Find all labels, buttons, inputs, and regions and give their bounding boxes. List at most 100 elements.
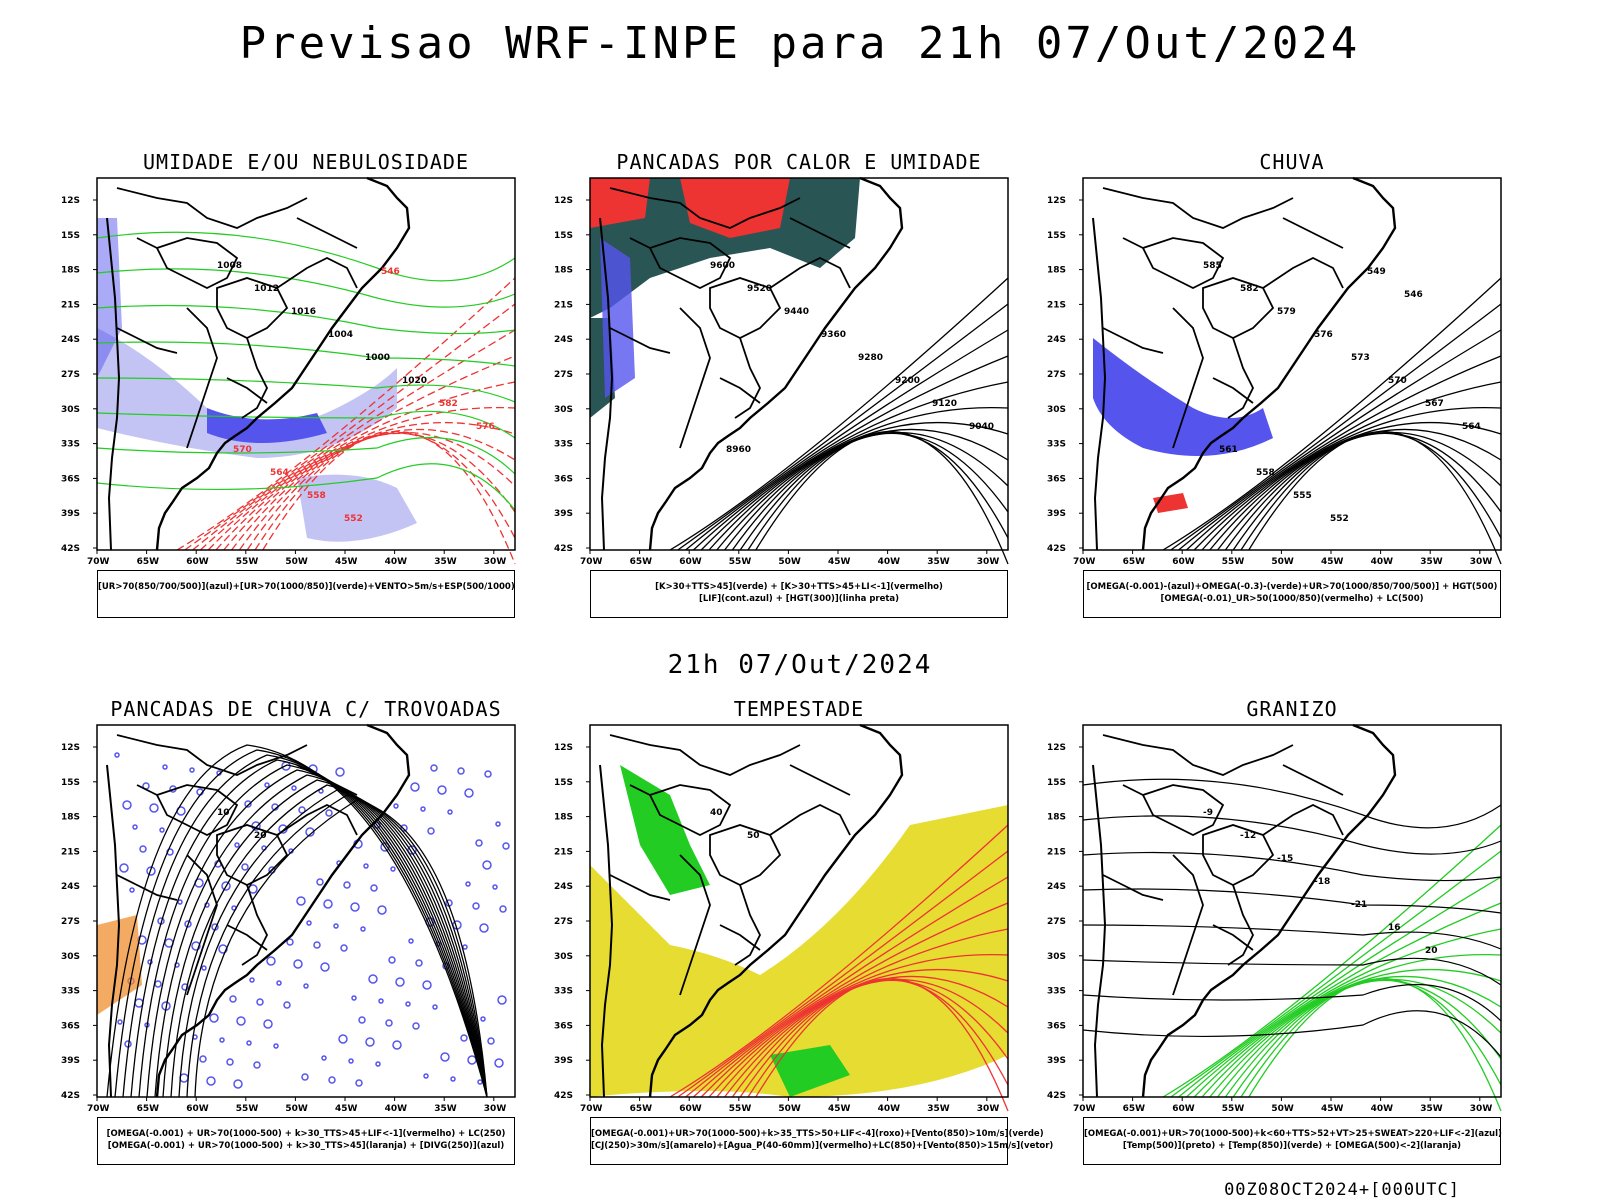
- legend-granizo: [OMEGA(-0.001)+UR>70(1000-500)+k<60+TTS>…: [1083, 1117, 1502, 1165]
- contour-label: 1008: [217, 261, 242, 271]
- contour-label: 567: [1425, 399, 1444, 409]
- contour-label: 9600: [710, 261, 735, 271]
- lat-tick-label: 12S: [61, 743, 80, 753]
- lon-tick-label: 70W: [580, 1104, 603, 1114]
- contour-label: 570: [233, 445, 252, 455]
- lat-tick-label: 21S: [61, 847, 80, 857]
- lat-tick-label: 27S: [61, 917, 80, 927]
- lat-tick-label: 12S: [61, 196, 80, 206]
- lat-tick-label: 21S: [554, 300, 573, 310]
- lat-tick-label: 27S: [61, 370, 80, 380]
- contour-label: 1012: [254, 284, 279, 294]
- legend-line: [CJ(250)>30m/s](amarelo)+[Agua_P(40-60mm…: [591, 1141, 1054, 1151]
- contours: [669, 277, 1009, 565]
- lat-tick-label: 27S: [554, 917, 573, 927]
- run-time-footer: 00Z08OCT2024+[000UTC]: [1224, 1180, 1460, 1200]
- lat-tick-label: 12S: [554, 196, 573, 206]
- map-frame: [96, 724, 516, 1098]
- lon-tick-label: 50W: [1271, 557, 1294, 567]
- main-title: Previsao WRF-INPE para 21h 07/Out/2024: [239, 18, 1361, 69]
- lon-tick-label: 65W: [630, 557, 653, 567]
- lat-tick-label: 30S: [1047, 952, 1066, 962]
- contour-label: 561: [1219, 445, 1238, 455]
- legend-line: [OMEGA(-0.01)_UR>50(1000/850)(vermelho) …: [1160, 594, 1424, 604]
- map-chuva: 585 582 579 576 573 570 567 564 561 558 555 552 549 5…: [1047, 176, 1502, 567]
- lat-tick-label: 27S: [1047, 917, 1066, 927]
- contour-label: 1020: [402, 376, 427, 386]
- contour-label: 564: [270, 468, 289, 478]
- contour-label: 16: [1388, 923, 1401, 933]
- lat-tick-label: 33S: [61, 440, 80, 450]
- lat-tick-label: 18S: [61, 813, 80, 823]
- panel-title-calor: PANCADAS POR CALOR E UMIDADE: [616, 150, 982, 174]
- lon-tick-label: 55W: [236, 557, 259, 567]
- lat-tick-label: 30S: [61, 952, 80, 962]
- lon-tick-label: 40W: [1371, 1104, 1394, 1114]
- contour-labels: 40 50: [710, 808, 760, 841]
- lat-tick-label: 15S: [61, 778, 80, 788]
- lon-tick-label: 60W: [679, 557, 702, 567]
- lon-tick-label: 65W: [137, 557, 160, 567]
- lon-tick-label: 45W: [1321, 557, 1344, 567]
- contour-label: 546: [381, 267, 400, 277]
- map-granizo: -9 -12 -15 -18 -21 16 20 12S 15S 18S 21S 24S 27S 30S 3…: [1047, 723, 1502, 1114]
- contour-label: 9280: [858, 353, 883, 363]
- map-umidade: 1008 1012 1016 1004 1000 1020 582 576 570 564 558 5…: [61, 176, 516, 567]
- lon-tick-label: 30W: [484, 1104, 507, 1114]
- lon-tick-label: 45W: [335, 1104, 358, 1114]
- lon-tick-label: 55W: [1222, 557, 1245, 567]
- contour-label: 50: [747, 831, 760, 841]
- map-frame: [96, 177, 516, 551]
- contour-label: 549: [1367, 267, 1386, 277]
- lon-tick-label: 65W: [630, 1104, 653, 1114]
- panel-title-trovoadas: PANCADAS DE CHUVA C/ TROVOADAS: [110, 697, 502, 721]
- lat-tick-label: 42S: [61, 544, 80, 554]
- lat-tick-label: 39S: [61, 509, 80, 519]
- lat-tick-label: 39S: [1047, 509, 1066, 519]
- contour-label: 576: [476, 422, 495, 432]
- lat-tick-label: 39S: [554, 1056, 573, 1066]
- coastline-borders: [1092, 723, 1397, 1098]
- field-shading: [97, 218, 417, 542]
- lon-tick-label: 60W: [186, 1104, 209, 1114]
- lat-tick-label: 24S: [554, 882, 573, 892]
- lon-tick-label: 65W: [1123, 557, 1146, 567]
- coastline-borders: [599, 723, 904, 1098]
- contour-label: 576: [1314, 330, 1333, 340]
- lon-tick-label: 45W: [335, 557, 358, 567]
- lat-tick-label: 21S: [1047, 300, 1066, 310]
- lat-tick-label: 36S: [61, 474, 80, 484]
- lon-tick-label: 60W: [679, 1104, 702, 1114]
- contour-label: 546: [1404, 290, 1423, 300]
- lat-tick-label: 24S: [1047, 335, 1066, 345]
- contour-label: 558: [307, 491, 326, 501]
- lat-tick-label: 27S: [1047, 370, 1066, 380]
- lat-tick-label: 30S: [554, 405, 573, 415]
- lon-tick-label: 35W: [434, 557, 457, 567]
- lat-tick-label: 15S: [554, 231, 573, 241]
- map-frame: [1082, 724, 1502, 1098]
- contour-label: 9040: [969, 422, 994, 432]
- contour-label: 582: [1240, 284, 1259, 294]
- legend-chuva: [OMEGA(-0.001)-(azul)+OMEGA(-0.3)-(verde…: [1083, 570, 1501, 618]
- lon-tick-label: 70W: [87, 1104, 110, 1114]
- contour-label: 582: [439, 399, 458, 409]
- lat-tick-label: 39S: [61, 1056, 80, 1066]
- contour-label: 9360: [821, 330, 846, 340]
- lon-tick-label: 45W: [1321, 1104, 1344, 1114]
- lon-tick-label: 40W: [1371, 557, 1394, 567]
- lat-tick-label: 39S: [554, 509, 573, 519]
- lat-tick-label: 21S: [554, 847, 573, 857]
- legend-line: [OMEGA(-0.001)+UR>70(1000-500)+k<60+TTS>…: [1084, 1129, 1502, 1139]
- lat-tick-label: 33S: [1047, 440, 1066, 450]
- coastline-borders: [106, 723, 411, 1098]
- legend-line: [UR>70(850/700/500)](azul)+[UR>70(1000/8…: [98, 582, 515, 592]
- lon-tick-label: 35W: [434, 1104, 457, 1114]
- contour-labels: 9600 9520 9440 9360 9280 9200 9120 9040 8960: [710, 261, 994, 455]
- legend-tempestade: [OMEGA(-0.001)+UR>70(1000-500)+k>35_TTS>…: [590, 1117, 1054, 1165]
- lat-tick-label: 36S: [61, 1021, 80, 1031]
- contours: [1162, 277, 1502, 565]
- contours: [96, 231, 516, 565]
- legend-line: [Temp(500)](preto) + [Temp(850)](verde) …: [1122, 1141, 1462, 1151]
- lon-tick-label: 60W: [186, 557, 209, 567]
